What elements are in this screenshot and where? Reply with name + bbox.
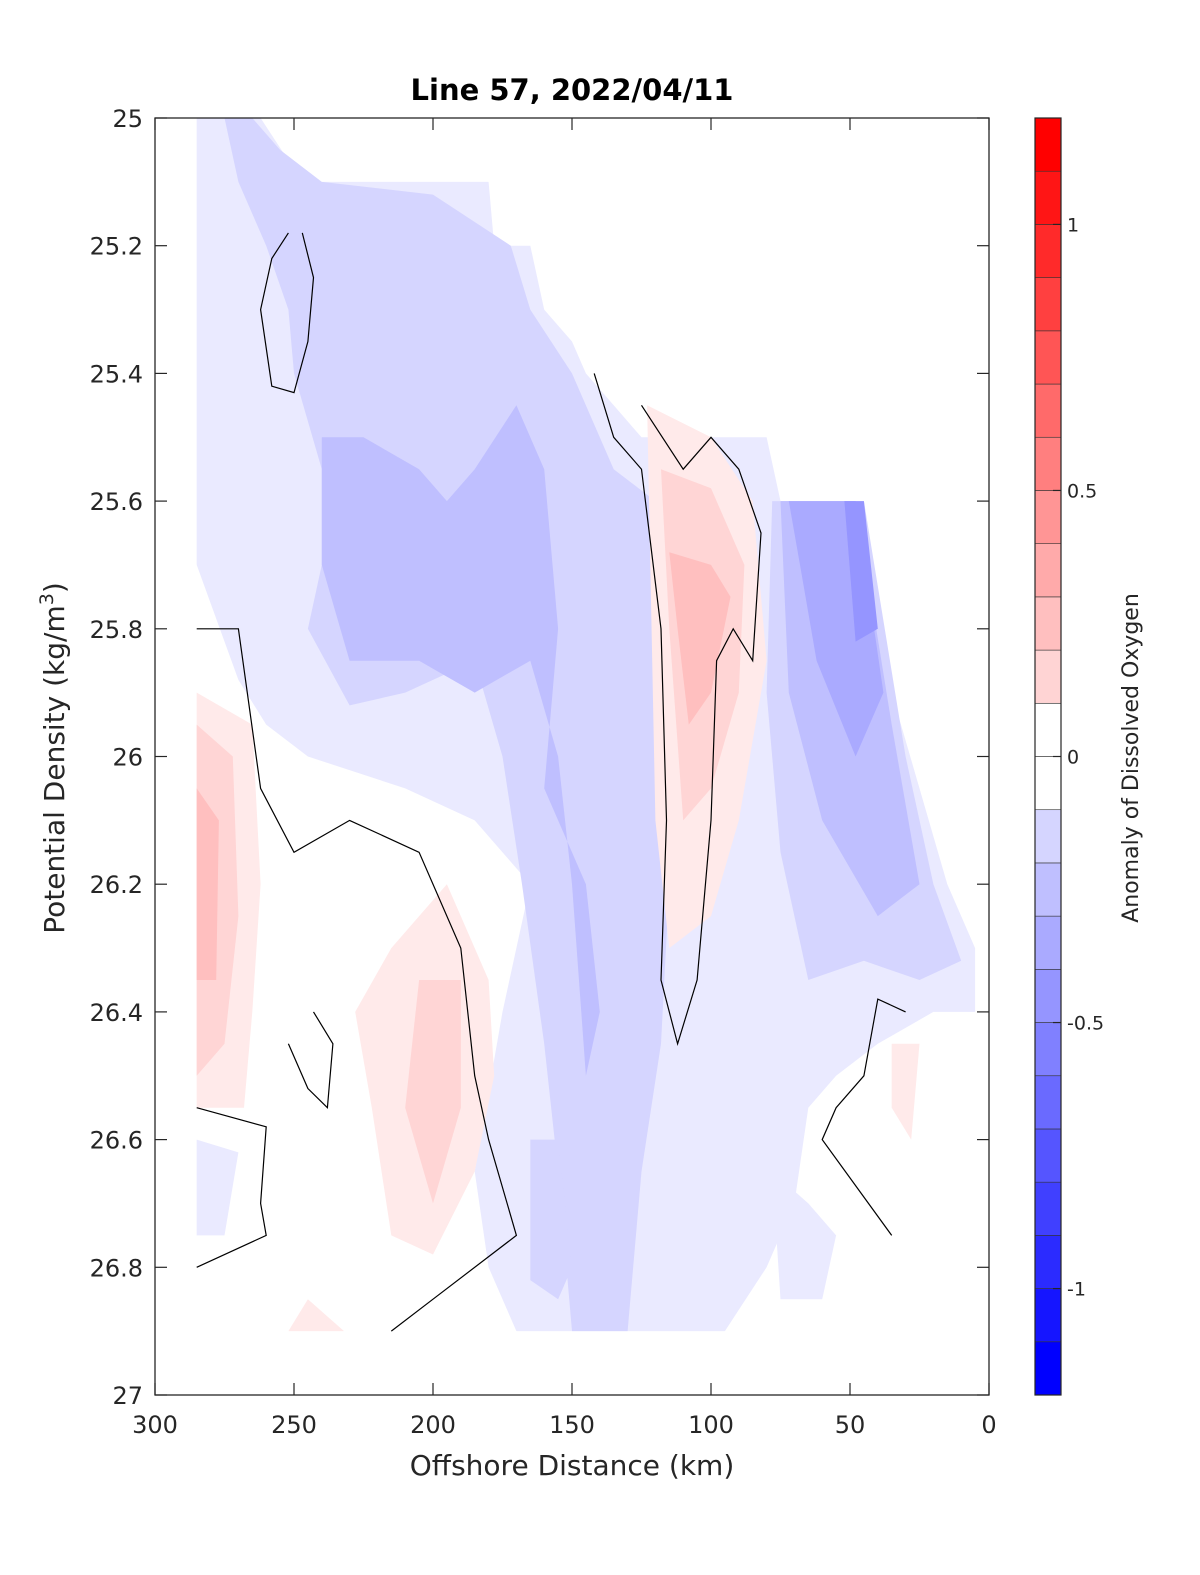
- contour-region-8: [196, 1139, 239, 1236]
- colorbar-title: Anomaly of Dissolved Oxygen: [1119, 593, 1144, 923]
- zero-contour-line-3: [196, 1107, 267, 1268]
- contour-region-1: [196, 118, 678, 1332]
- zero-contour-line-0: [259, 232, 315, 394]
- colorbar-tick-label-1: -0.5: [1067, 1013, 1104, 1035]
- y-tick-label-2: 25.4: [90, 360, 143, 388]
- colorbar-band-4: [1034, 1128, 1062, 1183]
- contour-region-6: [844, 501, 878, 642]
- x-tick-label-6: 0: [981, 1411, 996, 1439]
- y-tick-label-8: 26.6: [90, 1127, 143, 1155]
- colorbar-band-8: [1034, 915, 1062, 970]
- zero-contour-line-2: [196, 628, 518, 1332]
- contour-region-7: [530, 1139, 572, 1300]
- y-tick-label-7: 26.4: [90, 999, 143, 1027]
- colorbar-band-13: [1034, 649, 1062, 704]
- contour-region-18: [891, 1043, 920, 1140]
- colorbar-band-2: [1034, 1235, 1062, 1289]
- x-tick-label-5: 50: [835, 1411, 866, 1439]
- y-tick-label-9: 26.8: [90, 1254, 143, 1282]
- colorbar-band-12: [1034, 702, 1062, 757]
- contour-region-17: [669, 552, 731, 725]
- chart-title: Line 57, 2022/04/11: [411, 73, 734, 107]
- zero-contour-line-5: [821, 998, 906, 1236]
- colorbar-band-19: [1034, 330, 1062, 385]
- zero-contour-lines: [196, 232, 906, 1332]
- x-axis-title: Offshore Distance (km): [410, 1449, 735, 1482]
- colorbar-tick-label-0: -1: [1067, 1279, 1086, 1301]
- colorbar-band-23: [1034, 117, 1062, 172]
- colorbar-tick-label-2: 0: [1067, 747, 1079, 769]
- colorbar-band-7: [1034, 969, 1062, 1023]
- axis-ticks: 300 250 200 150 100 50 0 25 25.2 25.4 25.6 25.8 26 26…: [90, 105, 997, 1439]
- colorbar-ticks: -1 -0.5 0 0.5 1: [1053, 214, 1104, 1301]
- colorbar-band-21: [1034, 224, 1062, 278]
- contour-region-14: [405, 980, 461, 1204]
- colorbar-band-14: [1034, 596, 1062, 651]
- colorbar-band-11: [1034, 756, 1062, 811]
- y-tick-label-6: 26.2: [90, 871, 143, 899]
- colorbar-tick-label-4: 1: [1067, 214, 1079, 236]
- colorbar-band-1: [1034, 1288, 1062, 1343]
- contour-region-2: [321, 405, 600, 1076]
- contour-region-12: [196, 788, 219, 980]
- y-tick-label-1: 25.2: [90, 233, 143, 261]
- x-tick-label-4: 100: [688, 1411, 734, 1439]
- contour-region-19: [288, 1299, 344, 1332]
- colorbar-band-17: [1034, 436, 1062, 491]
- colorbar-band-3: [1034, 1181, 1062, 1236]
- colorbar-band-10: [1034, 809, 1062, 864]
- y-tick-label-10: 27: [112, 1382, 143, 1410]
- colorbar-band-15: [1034, 543, 1062, 598]
- contour-region-9: [772, 1171, 837, 1300]
- y-tick-label-4: 25.8: [90, 616, 143, 644]
- contour-fill-layer: [196, 118, 976, 1332]
- zero-contour-line-1: [593, 373, 762, 1047]
- colorbar-tick-label-3: 0.5: [1067, 480, 1097, 502]
- colorbar-band-16: [1034, 490, 1062, 544]
- x-tick-label-3: 150: [549, 1411, 595, 1439]
- zero-contour-line-4: [287, 1011, 334, 1110]
- x-tick-label-1: 250: [271, 1411, 317, 1439]
- colorbar-band-0: [1034, 1341, 1062, 1396]
- y-tick-label-0: 25: [112, 105, 143, 133]
- y-tick-label-5: 26: [112, 744, 143, 772]
- x-tick-label-0: 300: [132, 1411, 178, 1439]
- x-tick-label-2: 200: [410, 1411, 456, 1439]
- y-tick-label-3: 25.6: [90, 488, 143, 516]
- y-axis-title: Potential Density (kg/m3): [36, 582, 71, 934]
- colorbar-band-18: [1034, 383, 1062, 438]
- colorbar-band-9: [1034, 862, 1062, 917]
- colorbar-band-6: [1034, 1022, 1062, 1077]
- colorbar-band-22: [1034, 170, 1062, 225]
- colorbar-band-5: [1034, 1075, 1062, 1130]
- colorbar-band-20: [1034, 277, 1062, 332]
